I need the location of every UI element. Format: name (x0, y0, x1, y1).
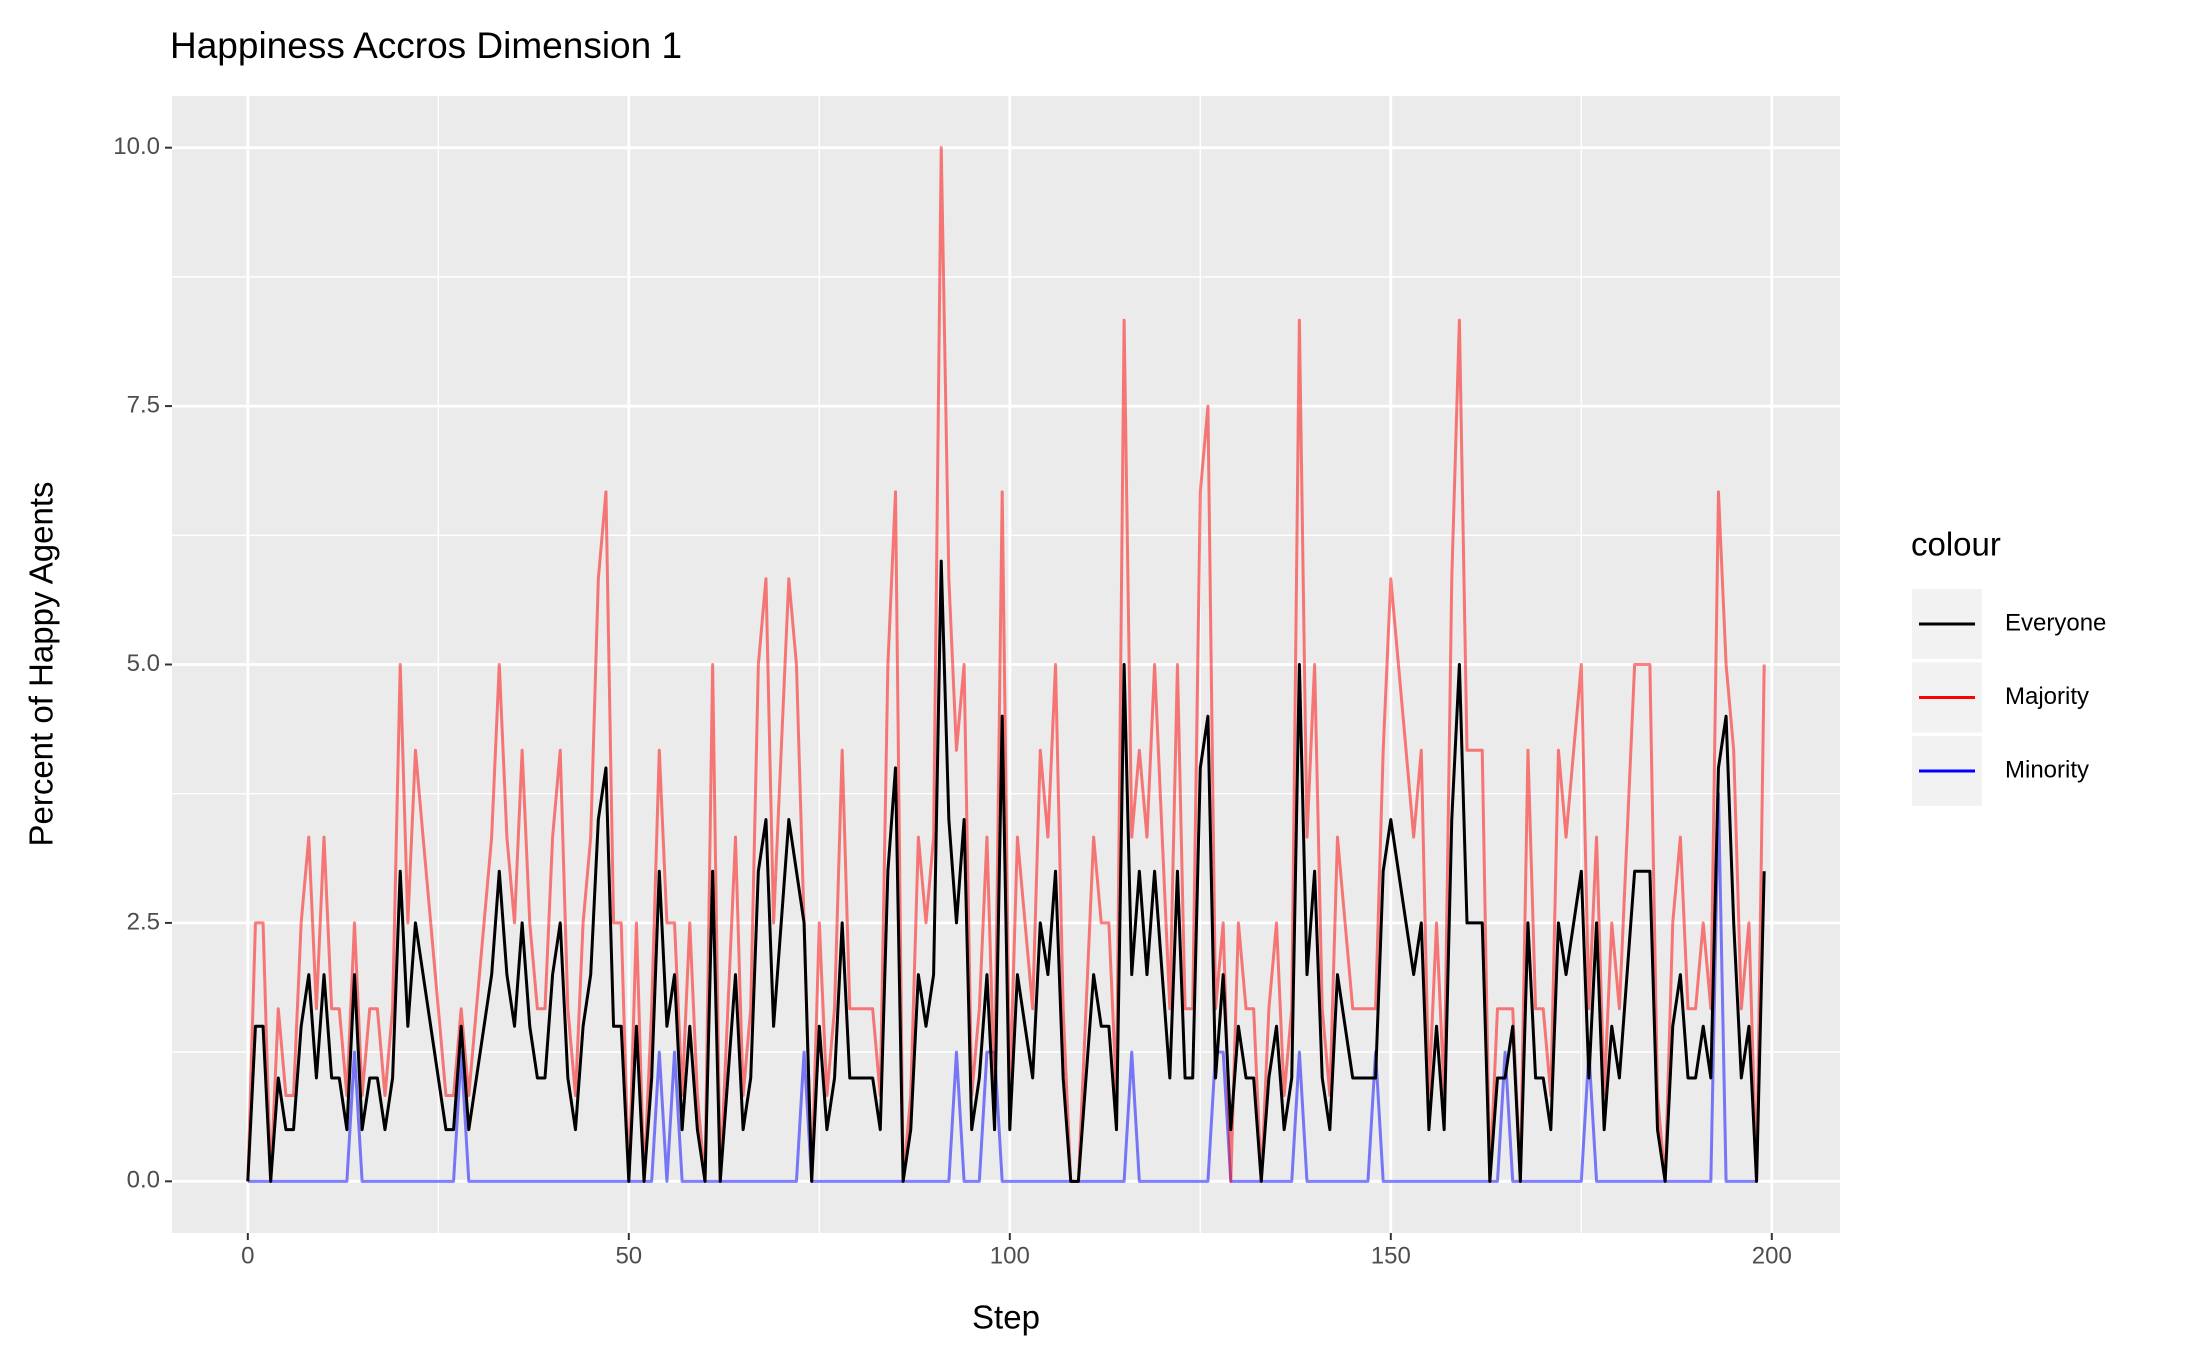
series-line (246, 146, 1766, 1183)
y-tick-label: 0.0 (127, 1167, 160, 1194)
series-line (247, 792, 1757, 1183)
legend-label: Minority (2005, 756, 2089, 783)
x-tick-label: 150 (1371, 1242, 1411, 1269)
x-tick-label: 50 (615, 1242, 642, 1269)
series-line (246, 559, 1766, 1183)
x-axis-title: Step (972, 1299, 1040, 1336)
y-tick-label: 10.0 (113, 133, 160, 160)
y-tick-label: 2.5 (127, 908, 160, 935)
y-tick-label: 7.5 (127, 391, 160, 418)
legend-label: Majority (2005, 683, 2089, 710)
y-tick-label: 5.0 (127, 650, 160, 677)
legend-title: colour (1911, 526, 2001, 563)
y-axis-title: Percent of Happy Agents (23, 481, 60, 846)
x-tick-label: 100 (990, 1242, 1030, 1269)
x-tick-label: 200 (1752, 1242, 1792, 1269)
chart-title: Happiness Accros Dimension 1 (170, 25, 682, 66)
x-tick-label: 0 (241, 1242, 254, 1269)
legend-label: Everyone (2005, 609, 2106, 636)
